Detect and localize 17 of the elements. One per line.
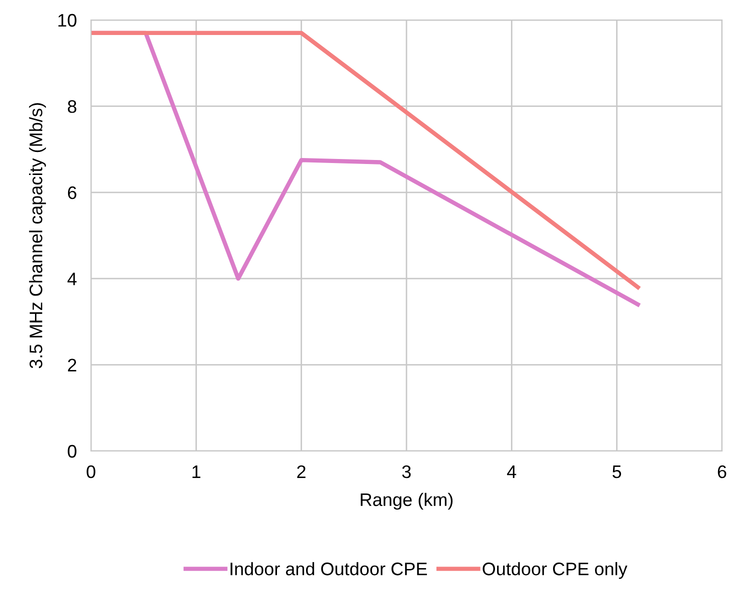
- x-tick-label: 6: [718, 465, 726, 478]
- x-tick-label: 4: [507, 466, 516, 478]
- y-tick-label: 6: [68, 186, 76, 200]
- y-tick-label: 10: [58, 14, 76, 27]
- y-tick-label: 2: [68, 358, 76, 372]
- x-tick-label: 5: [612, 466, 622, 478]
- x-tick-label: 3: [402, 465, 411, 478]
- x-tick-label: 1: [192, 466, 200, 478]
- legend-label: Indoor and Outdoor CPE: [230, 562, 427, 576]
- legend-label: Outdoor CPE only: [482, 562, 628, 579]
- x-tick-label: 0: [86, 465, 96, 478]
- x-tick-label: 2: [297, 465, 306, 478]
- y-tick-label: 0: [68, 444, 76, 458]
- y-tick-label: 8: [68, 100, 76, 113]
- y-tick-label: 4: [67, 272, 77, 286]
- x-axis-title: Range (km): [360, 492, 453, 510]
- y-axis-title: 3.5 MHz Channel capacity (Mb/s): [29, 103, 46, 368]
